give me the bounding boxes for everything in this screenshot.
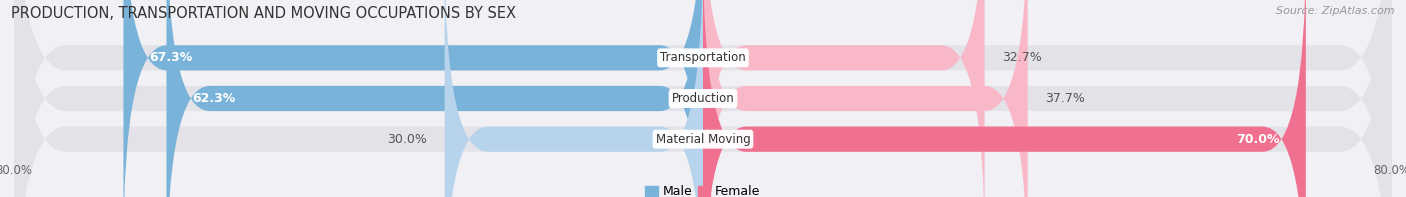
Text: PRODUCTION, TRANSPORTATION AND MOVING OCCUPATIONS BY SEX: PRODUCTION, TRANSPORTATION AND MOVING OC…	[11, 6, 516, 21]
FancyBboxPatch shape	[124, 0, 703, 197]
FancyBboxPatch shape	[14, 0, 1392, 197]
Text: Transportation: Transportation	[661, 51, 745, 64]
FancyBboxPatch shape	[444, 0, 703, 197]
FancyBboxPatch shape	[166, 0, 703, 197]
FancyBboxPatch shape	[703, 0, 1028, 197]
Text: 62.3%: 62.3%	[193, 92, 236, 105]
FancyBboxPatch shape	[703, 0, 984, 197]
Text: Material Moving: Material Moving	[655, 133, 751, 146]
Text: 37.7%: 37.7%	[1045, 92, 1085, 105]
Text: 32.7%: 32.7%	[1002, 51, 1042, 64]
FancyBboxPatch shape	[14, 0, 1392, 197]
Text: 67.3%: 67.3%	[149, 51, 193, 64]
Text: 70.0%: 70.0%	[1236, 133, 1279, 146]
FancyBboxPatch shape	[14, 0, 1392, 197]
Legend: Male, Female: Male, Female	[641, 180, 765, 197]
Text: Source: ZipAtlas.com: Source: ZipAtlas.com	[1277, 6, 1395, 16]
Text: Production: Production	[672, 92, 734, 105]
FancyBboxPatch shape	[703, 0, 1306, 197]
Text: 30.0%: 30.0%	[388, 133, 427, 146]
